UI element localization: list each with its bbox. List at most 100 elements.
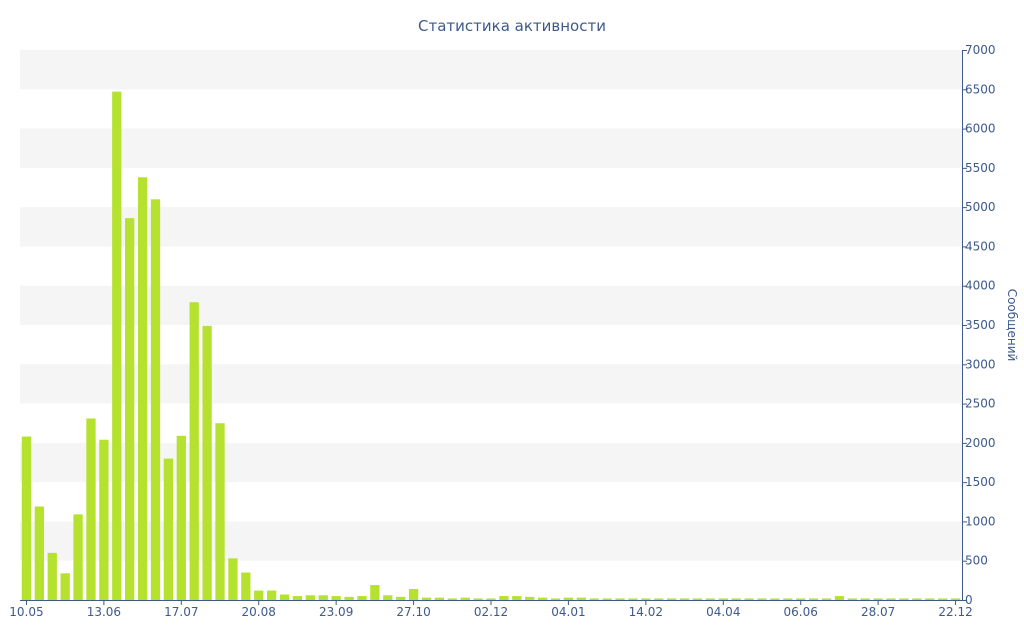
bar [576, 597, 586, 600]
y-tick-label: 6500 [965, 82, 996, 96]
y-tick-label: 500 [965, 554, 988, 568]
grid-band [20, 207, 962, 247]
bar [499, 596, 509, 600]
bar [950, 598, 961, 600]
bar [344, 596, 354, 600]
bar [628, 598, 638, 600]
x-tick-label: 04.04 [706, 605, 740, 619]
x-tick-label: 22.12 [938, 605, 972, 619]
x-tick-label: 10.05 [9, 605, 43, 619]
grid-band [20, 442, 962, 483]
x-tick-label: 06.06 [784, 605, 818, 619]
bar [163, 458, 174, 600]
bar [796, 598, 806, 600]
bar [589, 598, 599, 600]
bar [383, 595, 393, 600]
bar [292, 596, 303, 600]
bar [331, 596, 341, 600]
bar [137, 177, 148, 601]
bar [654, 598, 664, 600]
bar [615, 598, 625, 600]
x-tick-label: 04.01 [551, 605, 585, 619]
bar [254, 590, 264, 600]
y-tick-label: 7000 [965, 43, 996, 57]
bar [370, 585, 380, 600]
bar [912, 598, 922, 600]
x-tick-label: 17.07 [164, 605, 198, 619]
bar [318, 595, 328, 600]
bar [512, 596, 522, 600]
y-tick-label: 0 [965, 593, 973, 607]
bar [21, 436, 32, 600]
bar [705, 598, 716, 600]
bar [602, 598, 612, 600]
x-tick-label: 27.10 [396, 605, 430, 619]
y-ticks: 0 500 1000 1500 2000 2500 3000 3500 4000 4500 5000… [962, 43, 996, 607]
y-tick-label: 4500 [965, 239, 996, 253]
y-tick-label: 5000 [965, 200, 996, 214]
bar [783, 598, 793, 600]
bar [176, 435, 186, 600]
bar [73, 514, 83, 600]
bar [731, 598, 741, 600]
y-tick-label: 4000 [965, 279, 996, 293]
bar [473, 598, 483, 600]
grid-band [20, 128, 962, 168]
bar [279, 594, 290, 600]
chart-title: Статистика активности [418, 17, 606, 35]
y-tick-label: 2500 [965, 397, 996, 411]
y-tick-label: 2000 [965, 436, 996, 450]
bar [215, 423, 225, 600]
bar [396, 596, 406, 600]
x-tick-label: 14.02 [629, 605, 663, 619]
bar [873, 598, 883, 600]
x-tick-label: 28.07 [861, 605, 895, 619]
bar [834, 596, 845, 600]
bar [460, 597, 470, 600]
y-tick-label: 3500 [965, 318, 996, 332]
grid-band [20, 364, 962, 404]
x-tick-label: 02.12 [474, 605, 508, 619]
bar [60, 573, 70, 600]
bar [112, 91, 122, 600]
grid-band [20, 50, 962, 90]
bar [860, 598, 870, 600]
bar [357, 596, 367, 600]
bar [241, 572, 251, 600]
bar [305, 595, 315, 600]
bars-group [21, 91, 961, 601]
bar [125, 218, 135, 600]
bar [899, 598, 909, 600]
bar [550, 598, 561, 600]
y-tick-label: 3000 [965, 357, 996, 371]
bar [938, 598, 948, 600]
grid-band [20, 285, 962, 325]
y-tick-label: 5500 [965, 161, 996, 175]
bar [692, 598, 703, 600]
y-axis-label: Сообщений [1005, 289, 1019, 362]
x-tick-label: 23.09 [319, 605, 353, 619]
bar [150, 199, 161, 601]
y-tick-label: 6000 [965, 122, 996, 136]
x-ticks: 10.05 13.06 17.07 20.08 23.09 27.10 02.12 04.01… [9, 600, 973, 619]
bar [266, 590, 277, 600]
bar [34, 506, 44, 600]
bar [86, 418, 96, 600]
bar [847, 598, 857, 600]
bar [886, 598, 896, 600]
bar [189, 302, 199, 600]
y-tick-label: 1000 [965, 514, 996, 528]
bar [667, 598, 677, 600]
bar [537, 597, 548, 600]
bar [718, 598, 728, 600]
bar [228, 558, 238, 600]
bar [757, 598, 767, 600]
bar [447, 598, 457, 600]
bar [563, 597, 574, 600]
grid-bands [20, 50, 962, 561]
bar [99, 439, 109, 600]
bar [408, 589, 419, 600]
bar [925, 598, 935, 600]
